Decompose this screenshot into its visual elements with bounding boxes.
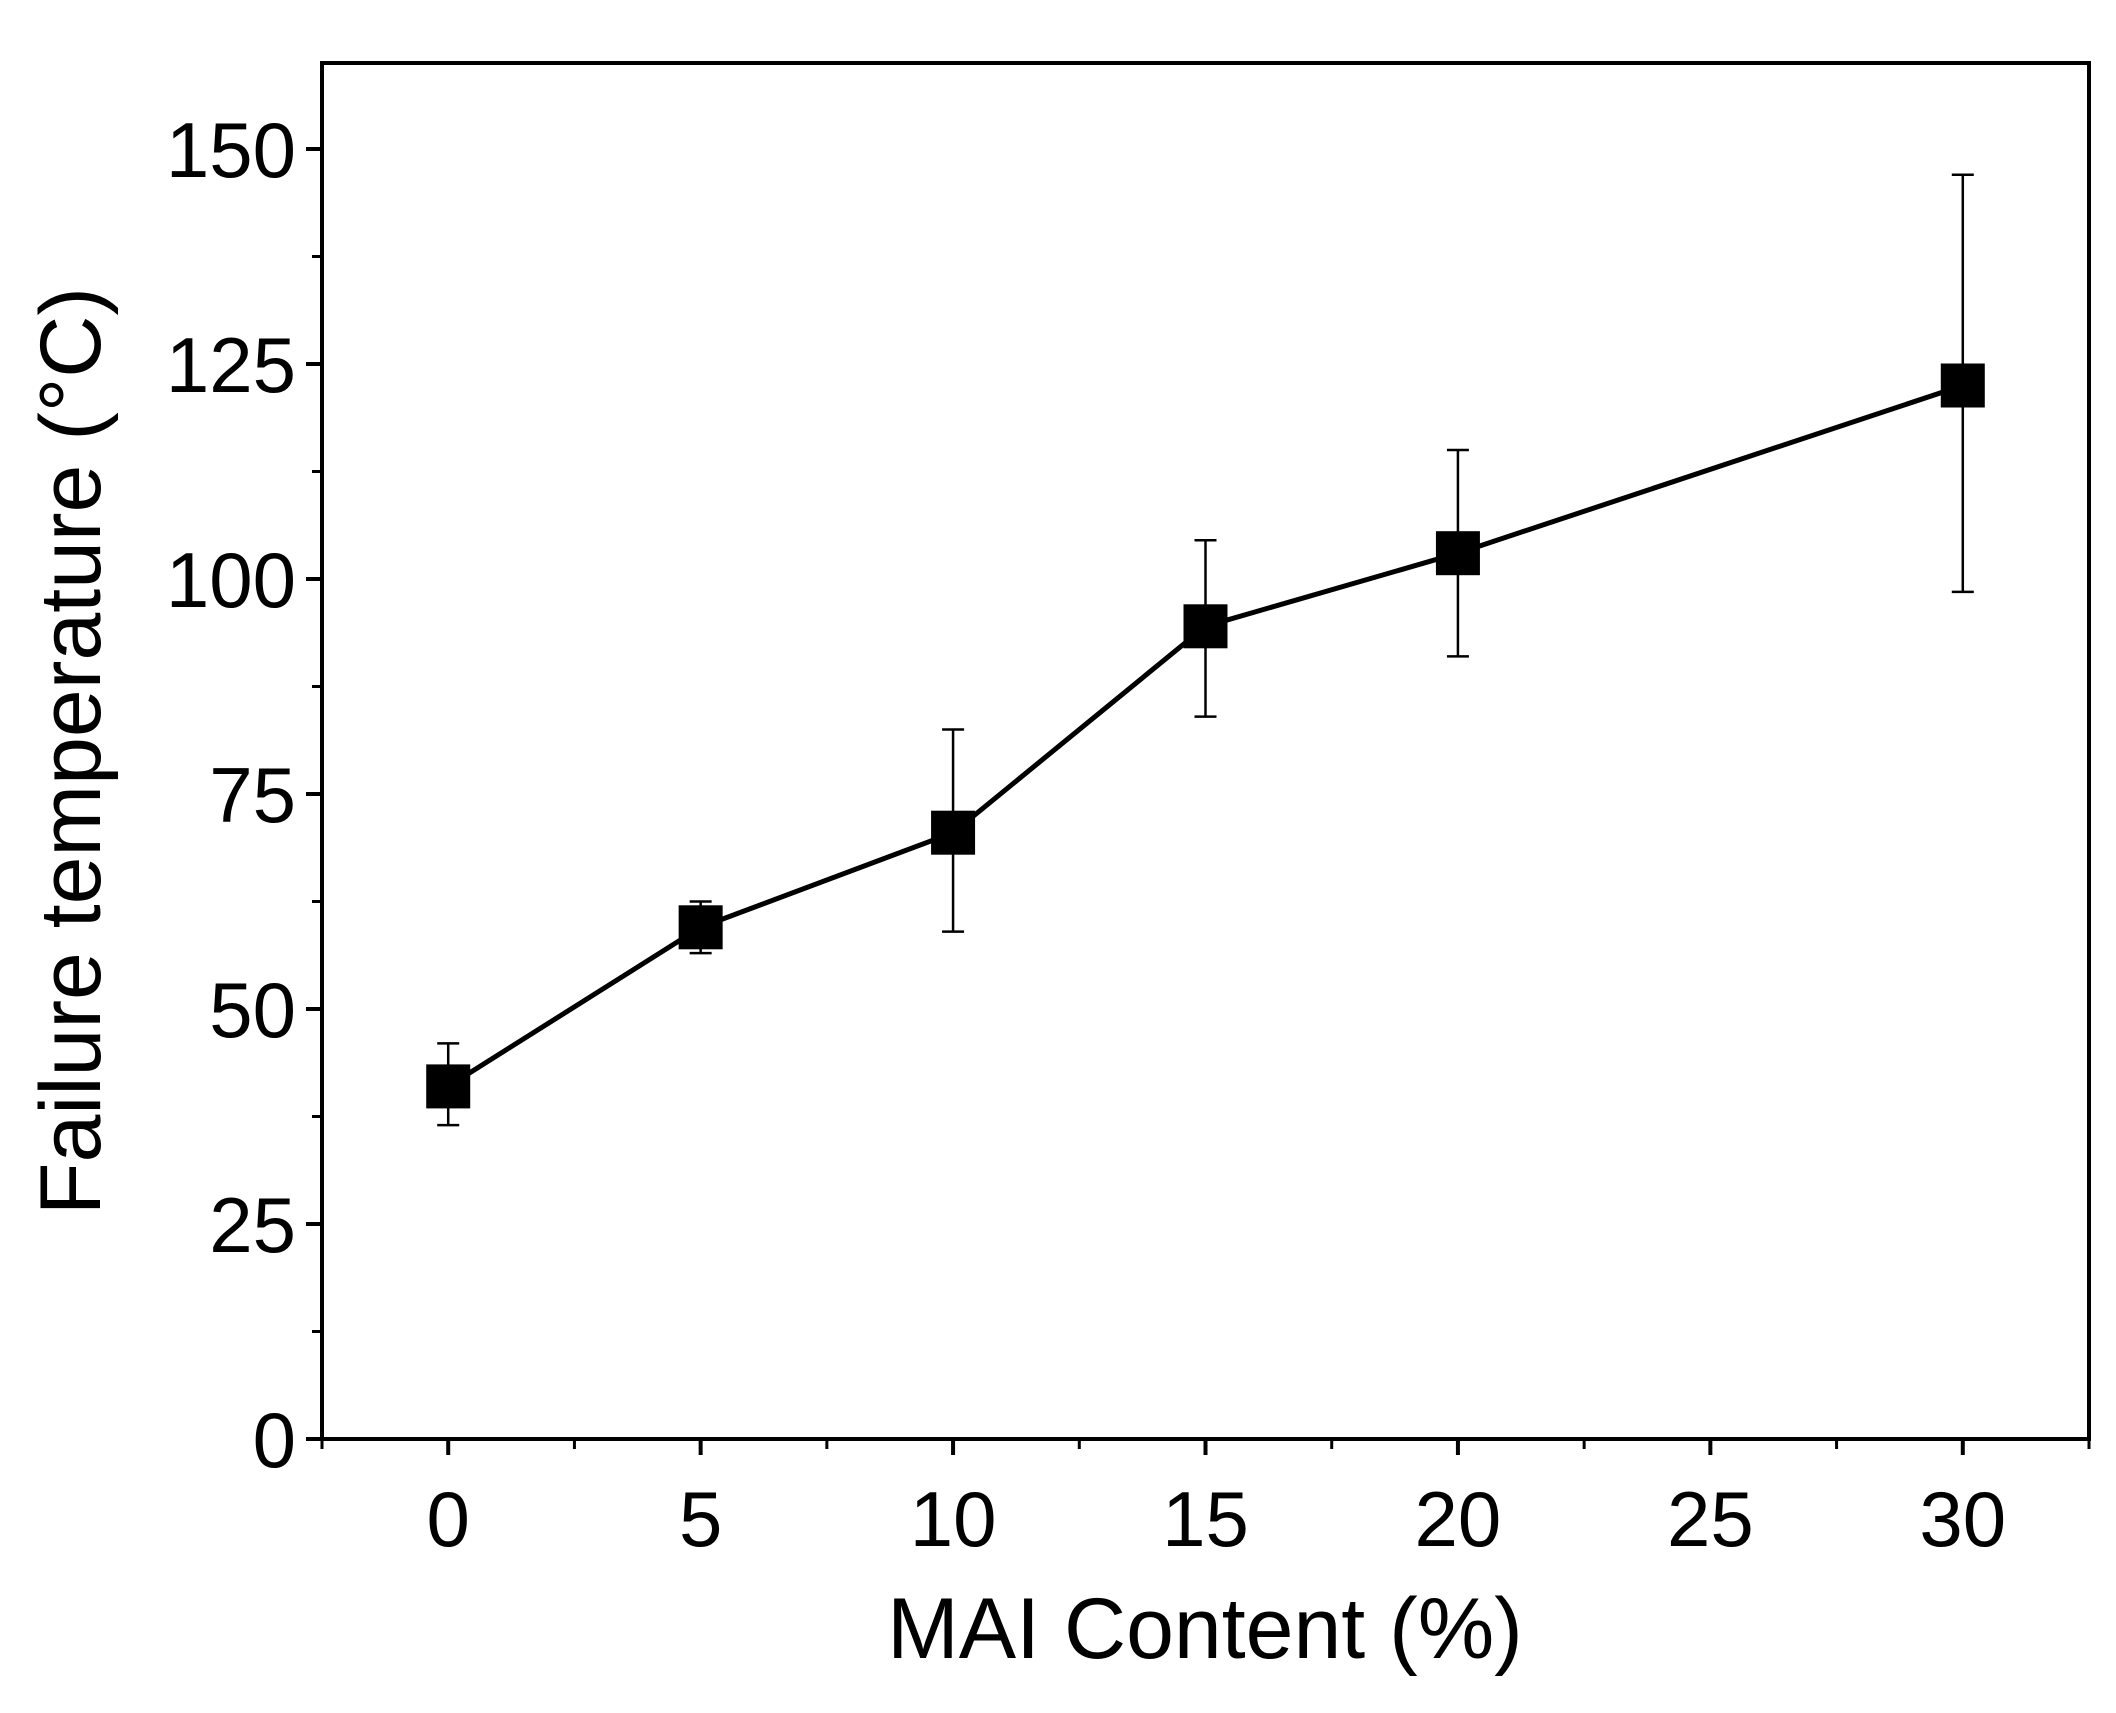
- y-tick-label: 100: [166, 536, 296, 624]
- data-point: [1183, 604, 1228, 649]
- plot-frame: [320, 61, 2091, 1441]
- x-tick-label: 0: [427, 1475, 470, 1563]
- y-axis: 0 25 50 75 100 125 150: [166, 106, 322, 1484]
- data-series: [426, 173, 1985, 1127]
- x-axis: 0 5 10 15 20 25 30: [320, 1439, 2091, 1563]
- x-axis-title: MAI Content (%): [887, 1581, 1523, 1677]
- data-point: [1435, 531, 1480, 576]
- data-point: [678, 905, 723, 950]
- x-tick-label: 25: [1667, 1475, 1754, 1563]
- series-line: [446, 383, 1964, 1089]
- y-tick-label: 50: [209, 966, 296, 1054]
- y-tick-label: 75: [209, 751, 296, 839]
- x-tick-label: 5: [679, 1475, 722, 1563]
- x-tick-label: 20: [1415, 1475, 1502, 1563]
- y-axis-title: Failure temperature (°C): [23, 287, 119, 1215]
- data-point: [426, 1064, 471, 1109]
- y-tick-label: 150: [166, 106, 296, 194]
- x-tick-label: 10: [910, 1475, 997, 1563]
- x-tick-label: 15: [1162, 1475, 1249, 1563]
- data-point: [1940, 363, 1985, 408]
- y-tick-label: 25: [209, 1181, 296, 1269]
- y-tick-label: 0: [253, 1396, 296, 1484]
- x-tick-label: 30: [1919, 1475, 2006, 1563]
- y-tick-label: 125: [166, 321, 296, 409]
- data-point: [931, 810, 976, 855]
